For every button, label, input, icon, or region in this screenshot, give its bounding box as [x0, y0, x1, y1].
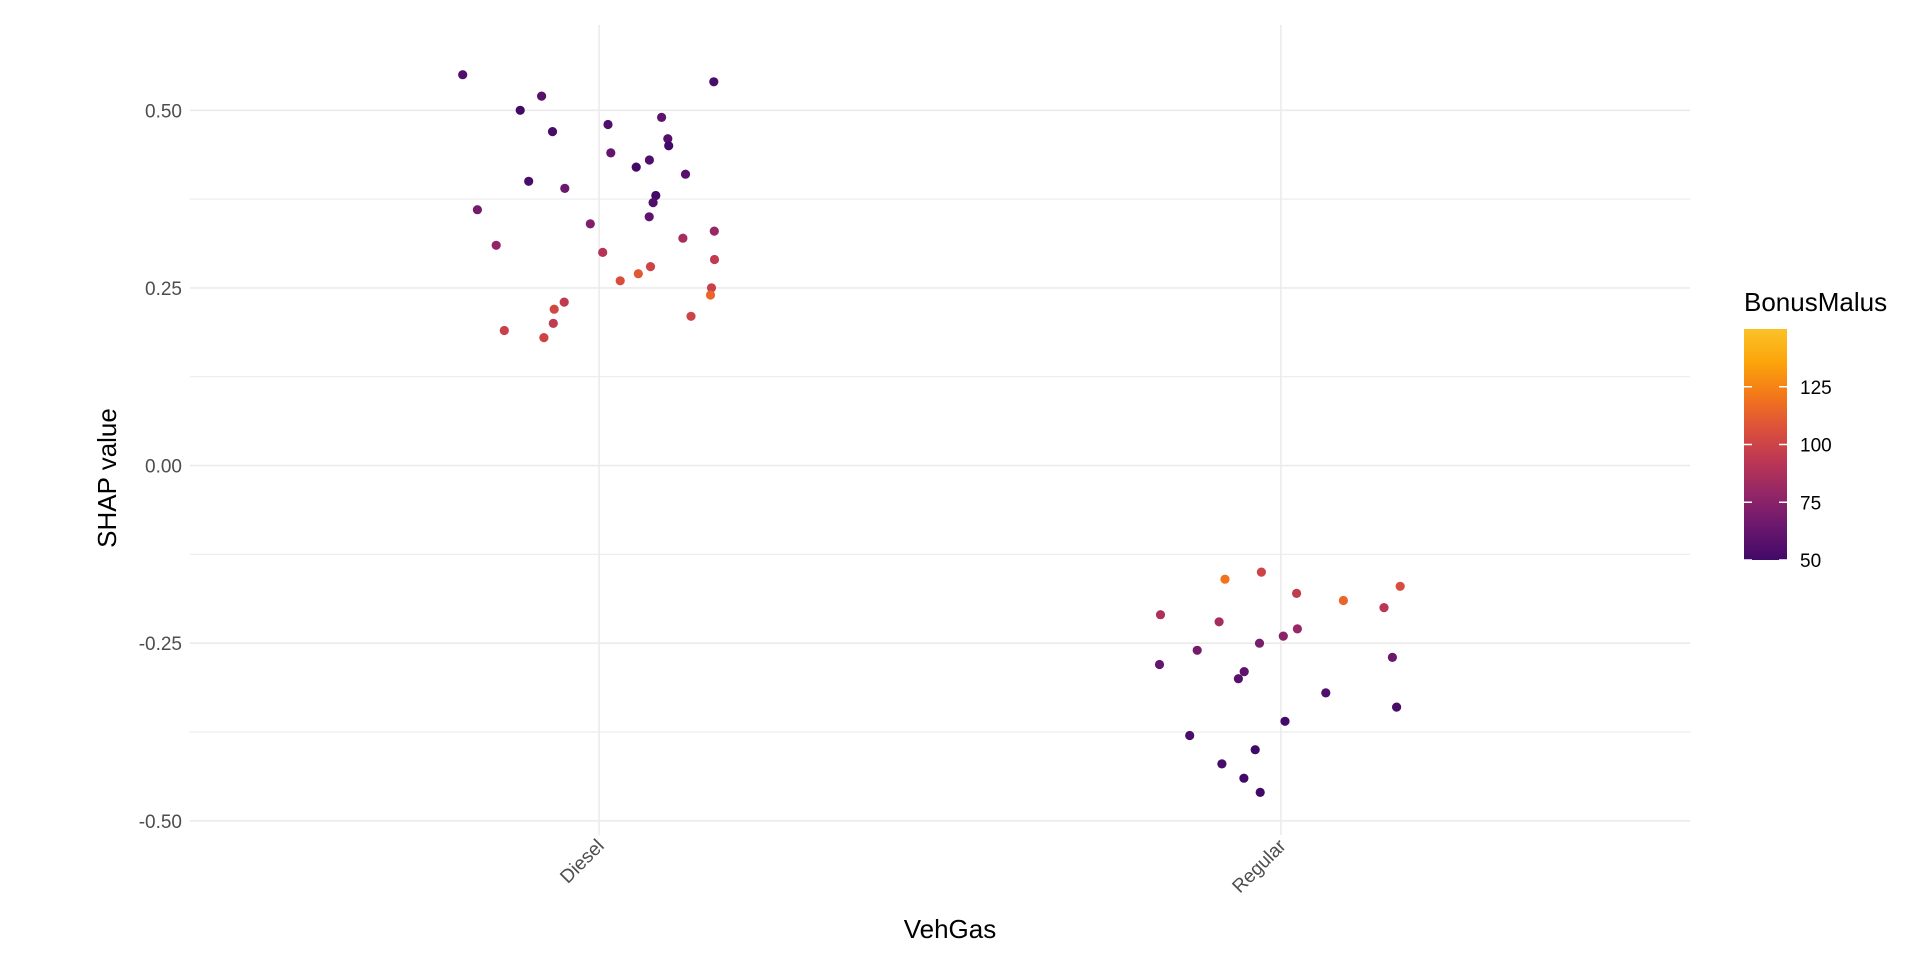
- data-points: [458, 70, 1405, 798]
- data-point-diesel: [560, 183, 570, 193]
- x-tick-label-regular: Regular: [1229, 835, 1291, 897]
- data-point-diesel: [606, 148, 616, 158]
- data-point-regular: [1321, 688, 1331, 698]
- data-point-diesel: [472, 205, 482, 215]
- data-point-diesel: [499, 325, 509, 336]
- data-point-regular: [1392, 702, 1402, 712]
- data-point-regular: [1239, 773, 1249, 783]
- data-point-regular: [1155, 610, 1166, 620]
- x-axis-tick-labels: Diesel Regular: [556, 835, 1290, 897]
- data-point-diesel: [648, 198, 658, 208]
- data-point-diesel: [549, 304, 559, 314]
- data-point-regular: [1292, 624, 1302, 634]
- y-axis-tick-labels: 0.50 0.25 0.00 -0.25 -0.50: [139, 101, 182, 833]
- y-tick-label: 0.00: [145, 457, 182, 478]
- data-point-diesel: [651, 190, 661, 201]
- grid-lines: [190, 25, 1690, 835]
- data-point-regular: [1387, 652, 1397, 663]
- data-point-regular: [1154, 659, 1165, 670]
- data-point-regular: [1395, 581, 1405, 591]
- data-point-diesel: [603, 119, 613, 130]
- data-point-diesel: [709, 226, 719, 236]
- data-point-diesel: [615, 276, 625, 286]
- data-point-diesel: [491, 240, 501, 250]
- data-point-diesel: [585, 219, 595, 229]
- data-point-regular: [1292, 588, 1302, 599]
- data-point-diesel: [547, 127, 558, 137]
- data-point-regular: [1379, 603, 1389, 613]
- data-point-diesel: [644, 155, 655, 165]
- x-tick-label-diesel: Diesel: [556, 836, 608, 888]
- data-point-diesel: [686, 311, 696, 321]
- data-point-regular: [1256, 567, 1266, 577]
- y-axis-title: SHAP value: [92, 408, 122, 548]
- data-point-diesel: [598, 247, 608, 257]
- y-tick-label: 0.50: [145, 101, 182, 122]
- y-tick-label: -0.25: [139, 634, 182, 655]
- data-point-diesel: [539, 333, 549, 343]
- data-point-diesel: [709, 77, 719, 87]
- data-point-diesel: [524, 176, 534, 186]
- legend-tick-label: 125: [1800, 378, 1832, 399]
- data-point-regular: [1338, 595, 1348, 606]
- data-point-regular: [1254, 638, 1265, 648]
- data-point-regular: [1255, 787, 1265, 798]
- data-point-diesel: [548, 318, 558, 328]
- data-point-diesel: [631, 162, 641, 172]
- data-point-diesel: [515, 105, 525, 115]
- data-point-diesel: [664, 141, 674, 151]
- data-point-diesel: [680, 169, 691, 179]
- data-point-diesel: [657, 112, 667, 122]
- data-point-diesel: [645, 262, 656, 272]
- data-point-diesel: [559, 297, 569, 307]
- data-point-regular: [1185, 730, 1195, 741]
- data-point-regular: [1214, 617, 1224, 627]
- data-point-regular: [1280, 716, 1290, 726]
- data-point-regular: [1250, 745, 1260, 755]
- data-point-diesel: [633, 269, 643, 279]
- legend-tick-label: 75: [1800, 493, 1821, 514]
- data-point-regular: [1220, 574, 1230, 584]
- data-point-diesel: [709, 254, 720, 265]
- data-point-diesel: [537, 91, 547, 101]
- data-point-diesel: [705, 290, 716, 300]
- legend-ticks: 125 100 75 50: [1744, 378, 1832, 572]
- data-point-regular: [1217, 759, 1227, 769]
- legend-tick-label: 100: [1800, 436, 1832, 457]
- legend-tick-label: 50: [1800, 551, 1821, 572]
- data-point-regular: [1192, 645, 1202, 655]
- x-axis-title: VehGas: [904, 914, 997, 944]
- legend-title: BonusMalus: [1744, 287, 1887, 317]
- data-point-diesel: [706, 283, 717, 293]
- data-point-regular: [1239, 667, 1249, 677]
- y-tick-label: 0.25: [145, 279, 182, 300]
- data-point-diesel: [663, 134, 673, 144]
- data-point-regular: [1233, 674, 1243, 684]
- data-point-regular: [1278, 631, 1288, 641]
- data-point-diesel: [678, 233, 688, 243]
- y-tick-label: -0.50: [139, 812, 182, 833]
- data-point-diesel: [458, 70, 468, 80]
- data-point-diesel: [644, 212, 654, 222]
- color-legend: BonusMalus 125 100 75 50: [1744, 287, 1887, 572]
